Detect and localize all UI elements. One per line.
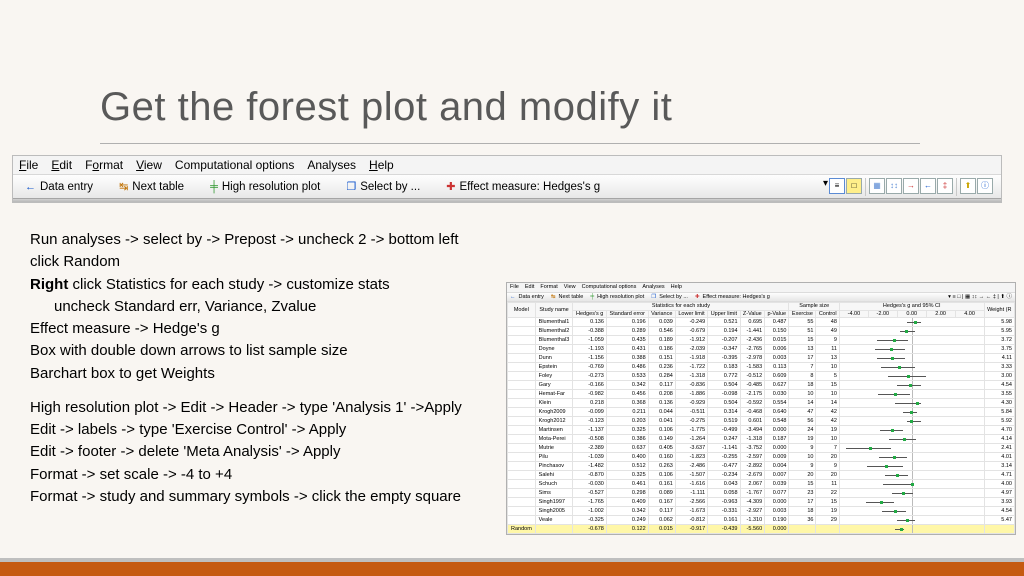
plus-icon[interactable]: ‡ [937,178,953,194]
title-underline [100,143,920,144]
line-2: click Random [30,252,590,272]
table-row[interactable]: Schuch-0.0300.4610.161-1.6160.0432.0670.… [508,480,1015,489]
table-row[interactable]: Mutrie-2.3890.6370.405-3.637-1.141-3.752… [508,444,1015,453]
menu-format[interactable]: Format [85,158,123,172]
next-table-icon: ↹ [119,180,128,193]
table-row[interactable]: Krogh2012-0.1230.2030.041-0.2750.5190.60… [508,417,1015,426]
table-row[interactable]: Martinsen-1.1370.3250.106-1.775-0.499-3.… [508,426,1015,435]
high-res-icon: ╪ [210,181,218,193]
table-row[interactable]: Blumenthal3-1.0590.4350.189-1.912-0.207-… [508,336,1015,345]
grid-icon[interactable]: ▦ [869,178,885,194]
mini-menu-bar[interactable]: FileEditFormatViewComputational optionsA… [507,283,1015,292]
info-icon[interactable]: ⓘ [977,178,993,194]
random-row[interactable]: Random-0.6780.1220.015-0.917-0.439-5.560… [508,525,1015,534]
effect-icon: ✚ [446,180,455,193]
mini-forest-window: FileEditFormatViewComputational optionsA… [506,282,1016,535]
effect-measure-button[interactable]: ✚Effect measure: Hedges's g [438,177,608,196]
table-row[interactable]: Singh1997-1.7650.4090.167-2.566-0.963-4.… [508,498,1015,507]
line-1: Run analyses -> select by -> Prepost -> … [30,230,590,250]
table-row[interactable]: Doyne-1.1930.4310.186-2.039-0.347-2.7650… [508,345,1015,354]
help-icon[interactable]: ⬆ [960,178,976,194]
next-table-button[interactable]: ↹Next table [111,177,192,196]
arrow-right-icon[interactable]: → [903,178,919,194]
back-arrow-icon: ← [25,181,36,193]
toolbar-icons: ▾ ≡ □ ▦ ↕↕ → ← ‡ ⬆ ⓘ [823,178,997,196]
menu-view[interactable]: View [136,158,162,172]
col-stats: Statistics for each study [573,303,789,311]
tool-bar: ←Data entry ↹Next table ╪High resolution… [13,174,1001,198]
slide-title: Get the forest plot and modify it [100,85,672,130]
table-row[interactable]: Hemat-Far-0.9820.4560.208-1.886-0.098-2.… [508,390,1015,399]
menu-help[interactable]: Help [369,158,394,172]
toggle-icon-1[interactable]: ≡ [829,178,845,194]
select-by-button[interactable]: ❐Select by ... [338,177,428,196]
table-row[interactable]: Epstein-0.7690.4860.236-1.7220.183-1.583… [508,363,1015,372]
menu-bar[interactable]: File Edit Format View Computational opti… [13,156,1001,174]
col-forest: Hedges's g and 95% CI [839,303,984,311]
table-row[interactable]: Dunn-1.1560.3880.151-1.918-0.395-2.9780.… [508,354,1015,363]
table-row[interactable]: Klein0.2180.3680.136-0.9290.504-0.5920.5… [508,399,1015,408]
table-row[interactable]: Gary-0.1660.3420.117-0.8360.504-0.4850.6… [508,381,1015,390]
slide-footer-bar [0,562,1024,576]
toggle-icon-2[interactable]: □ [846,178,862,194]
arrow-left-icon[interactable]: ← [920,178,936,194]
col-study: Study name [535,303,573,318]
arrows-icon[interactable]: ↕↕ [886,178,902,194]
table-row[interactable]: Mota-Perei-0.5080.3860.149-1.2640.247-1.… [508,435,1015,444]
window-border [13,198,1001,202]
table-row[interactable]: Singh2005-1.0020.3420.117-1.673-0.331-2.… [508,507,1015,516]
data-entry-button[interactable]: ←Data entry [17,178,101,196]
mini-toolbar[interactable]: ←Data entry ↹Next table ╪High resolution… [507,292,1015,303]
menu-analyses[interactable]: Analyses [307,158,356,172]
menu-computational[interactable]: Computational options [175,158,294,172]
table-row[interactable]: Foley-0.2730.5330.284-1.3180.772-0.5120.… [508,372,1015,381]
forest-table: ModelStudy nameStatistics for each study… [507,302,1015,534]
menu-edit[interactable]: Edit [51,158,72,172]
table-row[interactable]: Blumenthal2-0.3880.2890.546-0.6790.194-1… [508,327,1015,336]
select-by-icon: ❐ [346,180,356,193]
table-row[interactable]: Pinchasov-1.4820.5120.263-2.486-0.477-2.… [508,462,1015,471]
menu-file[interactable]: File [19,158,38,172]
table-row[interactable]: Blumenthal10.1360.1960.039-0.2490.5210.6… [508,318,1015,327]
high-res-plot-button[interactable]: ╪High resolution plot [202,178,328,196]
table-row[interactable]: Salehi-0.8700.3250.106-1.507-0.234-2.679… [508,471,1015,480]
app-window: File Edit Format View Computational opti… [12,155,1002,203]
table-row[interactable]: Pilu-1.0390.4000.160-1.823-0.255-2.5970.… [508,453,1015,462]
col-sample: Sample size [789,303,839,311]
table-row[interactable]: Sims-0.5270.2980.089-1.1110.058-1.7670.0… [508,489,1015,498]
table-row[interactable]: Veale-0.3250.2490.062-0.8120.161-1.3100.… [508,516,1015,525]
col-weight: Weight (R [984,303,1014,318]
table-row[interactable]: Krogh2009-0.0990.2110.044-0.5110.314-0.4… [508,408,1015,417]
col-model: Model [508,303,536,318]
